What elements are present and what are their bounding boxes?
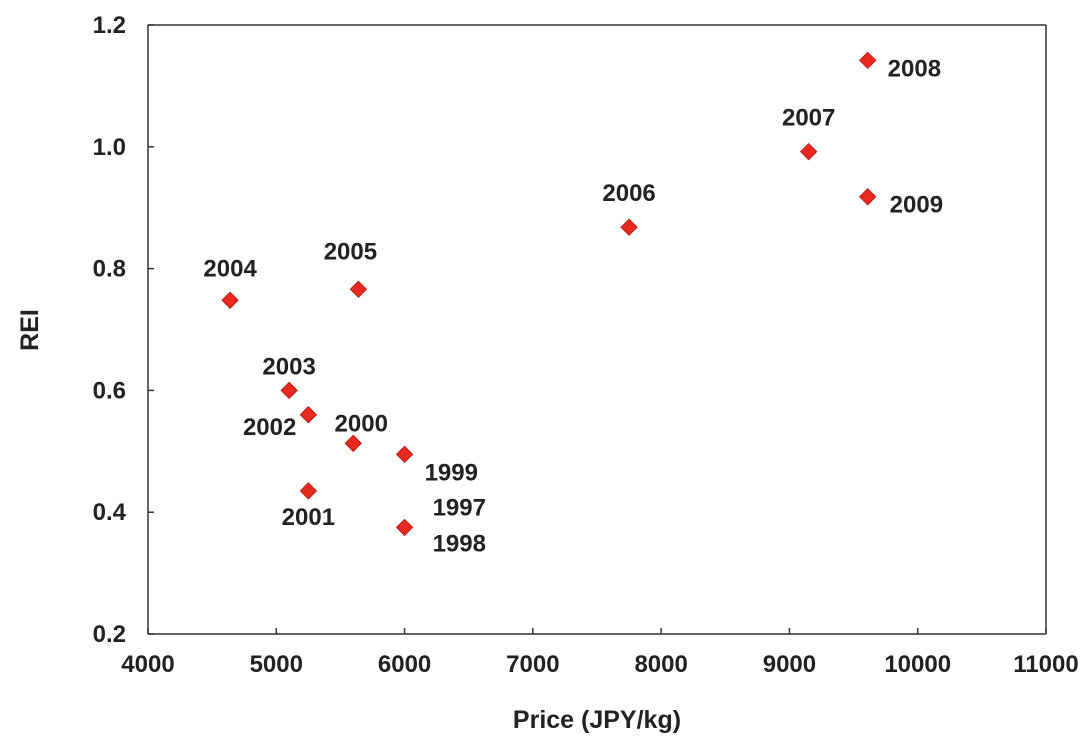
x-tick-label: 10000 [884,651,951,678]
x-tick-label: 4000 [121,651,174,678]
x-tick-label: 8000 [634,651,687,678]
y-axis-title: REI [16,309,44,351]
y-tick-label: 1.2 [93,12,126,39]
data-point-label: 2000 [335,410,388,437]
data-point-label: 2005 [324,238,377,265]
y-tick-label: 0.6 [93,377,126,404]
data-point-label: 2007 [782,105,835,132]
data-point-marker [620,218,638,236]
data-point-label: 2004 [203,255,257,282]
data-point-marker [280,381,298,400]
data-point-label: 1999 [425,459,478,486]
data-point-marker [395,445,414,464]
data-point-marker [858,188,877,206]
x-axis-title: Price (JPY/kg) [513,706,681,734]
point-labels: 1997 1998 1999 2000 2001 2002 2003 2004 2005 2006… [203,55,943,557]
x-tick-label: 6000 [378,651,431,678]
data-points [221,51,877,537]
x-tick-label: 7000 [506,651,559,678]
data-point-marker [349,280,368,299]
data-point-marker [395,518,414,537]
data-point-marker [299,406,318,424]
data-point-marker [858,51,877,70]
x-tick-label: 5000 [250,651,303,678]
data-point-label: 1997 [433,494,486,521]
data-point-marker [344,434,362,453]
y-tick-label: 0.8 [93,256,126,283]
data-point-marker [221,291,239,309]
x-tick-label: 11000 [1013,651,1078,678]
data-point-marker [799,142,818,161]
y-tick-label: 1.0 [93,134,126,161]
data-point-label: 2001 [282,504,335,531]
data-point-label: 1998 [433,530,486,557]
data-point-label: 2008 [888,55,941,82]
y-tick-label: 0.4 [93,499,127,526]
x-tick-label: 9000 [763,651,816,678]
data-point-label: 2009 [890,192,943,219]
y-tick-label: 0.2 [93,621,126,648]
data-point-label: 2003 [262,353,315,380]
x-axis-ticks: 4000 5000 6000 7000 8000 9000 10000 11000 [121,628,1079,678]
data-point-label: 2006 [602,180,655,207]
y-axis-ticks: 0.2 0.4 0.6 0.8 1.0 1.2 [93,12,154,648]
data-point-label: 2002 [243,414,296,441]
data-point-marker [299,482,318,500]
